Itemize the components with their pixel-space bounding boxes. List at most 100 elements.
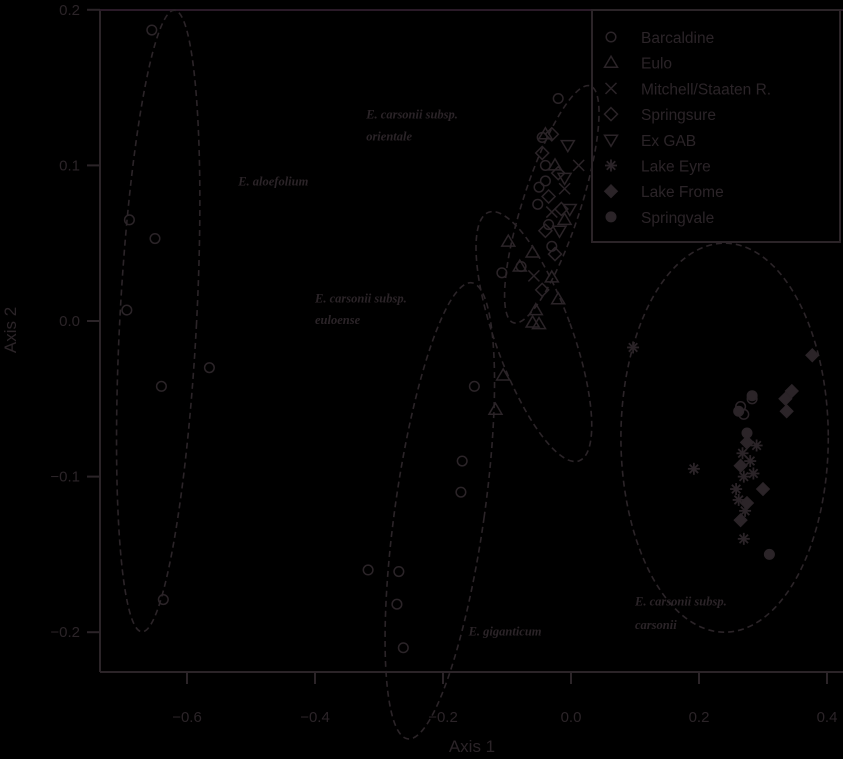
point-barcaldine bbox=[456, 455, 468, 467]
legend-marker bbox=[605, 211, 617, 223]
point-lake-frome bbox=[805, 348, 820, 363]
ellipse-group-4 bbox=[620, 242, 830, 634]
group-annotation: E. carsonii subsp. bbox=[634, 595, 727, 609]
asterisk-stroke bbox=[738, 533, 749, 544]
asterisk-stroke bbox=[689, 463, 699, 474]
point-barcaldine bbox=[468, 380, 480, 392]
point-barcaldine bbox=[157, 593, 169, 606]
point-springvale bbox=[746, 390, 758, 402]
point-springvale bbox=[733, 405, 745, 417]
point-springsure bbox=[541, 188, 557, 205]
point-mitchell-staaten-r bbox=[572, 159, 585, 172]
point-barcaldine bbox=[543, 218, 555, 231]
point-barcaldine bbox=[362, 564, 374, 576]
point-eulo bbox=[511, 258, 528, 272]
point-barcaldine bbox=[546, 240, 558, 252]
point-barcaldine bbox=[121, 304, 133, 316]
group-ellipses bbox=[115, 9, 830, 740]
point-ex-gab bbox=[559, 139, 576, 154]
point-lake-frome bbox=[733, 458, 748, 473]
x-tick-label: 0.0 bbox=[561, 709, 582, 726]
point-barcaldine bbox=[496, 267, 508, 279]
point-lake-eyre bbox=[747, 467, 760, 480]
x-tick-label: 0.2 bbox=[689, 709, 710, 726]
point-barcaldine bbox=[539, 175, 551, 187]
point-springsure bbox=[537, 223, 553, 239]
x-tick-label: 0.4 bbox=[817, 709, 838, 726]
legend-label: Lake Eyre bbox=[641, 159, 711, 176]
point-lake-frome bbox=[739, 495, 755, 511]
ellipse-group-2 bbox=[475, 210, 593, 463]
x-axis-title: Axis 1 bbox=[449, 737, 495, 756]
point-mitchell-staaten-r bbox=[558, 182, 571, 195]
y-tick-label: −0.1 bbox=[50, 469, 80, 486]
point-barcaldine bbox=[146, 24, 158, 36]
y-tick-label: 0.2 bbox=[59, 2, 80, 19]
point-eulo bbox=[556, 211, 573, 226]
point-barcaldine bbox=[533, 181, 545, 193]
point-barcaldine bbox=[539, 159, 551, 171]
point-eulo bbox=[543, 269, 560, 283]
point-lake-frome bbox=[739, 435, 755, 450]
point-lake-frome bbox=[755, 481, 771, 497]
point-lake-eyre bbox=[730, 483, 743, 496]
point-lake-eyre bbox=[737, 470, 750, 483]
x-stroke bbox=[572, 159, 585, 172]
point-lake-eyre bbox=[687, 462, 700, 475]
point-eulo bbox=[527, 302, 544, 316]
point-springvale bbox=[741, 427, 753, 439]
legend-label: Ex GAB bbox=[641, 133, 696, 150]
point-eulo bbox=[500, 233, 517, 247]
asterisk-stroke bbox=[745, 456, 756, 466]
legend-marker bbox=[603, 134, 619, 148]
point-eulo bbox=[537, 126, 554, 140]
ellipse-group-0 bbox=[115, 9, 201, 633]
point-barcaldine bbox=[391, 598, 403, 610]
point-barcaldine bbox=[203, 362, 215, 374]
asterisk-stroke bbox=[731, 484, 741, 494]
asterisk-stroke bbox=[738, 471, 749, 482]
point-lake-frome bbox=[779, 404, 794, 419]
point-springvale bbox=[763, 548, 775, 560]
y-tick-label: 0.0 bbox=[59, 313, 80, 330]
x-stroke bbox=[527, 269, 540, 282]
point-springsure bbox=[553, 201, 569, 217]
legend-label: Springsure bbox=[641, 107, 716, 124]
point-lake-eyre bbox=[627, 341, 640, 354]
legend-label: Lake Frome bbox=[641, 184, 724, 201]
legend-label: Barcaldine bbox=[641, 30, 714, 47]
point-springsure bbox=[544, 126, 560, 142]
point-springsure bbox=[550, 165, 566, 181]
asterisk-stroke bbox=[628, 342, 638, 353]
point-springsure bbox=[547, 246, 563, 262]
asterisk-stroke bbox=[748, 468, 759, 479]
legend-label: Springvale bbox=[641, 210, 714, 227]
point-barcaldine bbox=[455, 486, 467, 498]
point-barcaldine bbox=[532, 198, 544, 210]
point-ex-gab bbox=[556, 172, 573, 186]
point-barcaldine bbox=[397, 642, 409, 654]
point-barcaldine bbox=[123, 214, 135, 226]
asterisk-stroke bbox=[751, 440, 762, 451]
point-barcaldine bbox=[552, 92, 564, 105]
asterisk-stroke bbox=[606, 160, 616, 171]
point-eulo bbox=[487, 401, 504, 415]
x-tick-label: −0.2 bbox=[428, 709, 458, 726]
point-springsure bbox=[534, 145, 550, 161]
legend-marker bbox=[605, 159, 617, 172]
legend-label: Mitchell/Staaten R. bbox=[641, 81, 771, 98]
point-eulo bbox=[495, 367, 511, 381]
point-barcaldine bbox=[155, 380, 167, 392]
ellipse-group-1 bbox=[503, 84, 600, 324]
legend-box bbox=[591, 9, 841, 243]
group-annotation: E. aloefolium bbox=[237, 175, 308, 189]
point-lake-frome bbox=[784, 383, 800, 399]
point-ex-gab bbox=[551, 225, 568, 239]
point-barcaldine bbox=[393, 565, 405, 578]
ellipse-group-3 bbox=[384, 281, 496, 740]
point-eulo bbox=[531, 316, 547, 330]
point-lake-eyre bbox=[736, 447, 749, 460]
asterisk-stroke bbox=[737, 448, 748, 459]
